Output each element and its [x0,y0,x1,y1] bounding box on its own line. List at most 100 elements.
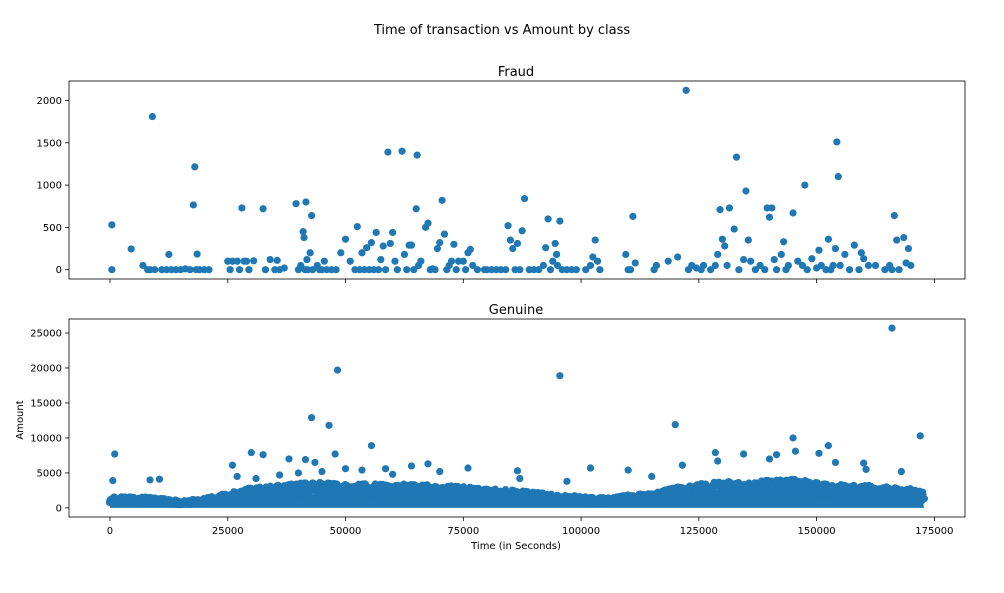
fraud-point [308,211,316,220]
fraud-point [850,241,858,249]
genuine-point [765,455,774,463]
genuine-xtick-label: 0 [107,526,113,537]
fraud-point [836,261,844,270]
genuine-point [381,465,390,473]
figure-suptitle: Time of transaction vs Amount by class [373,23,631,38]
fraud-ytick-label: 0 [56,265,62,276]
fraud-point [280,264,288,272]
genuine-point [772,451,781,459]
genuine-point [301,456,310,464]
genuine-ytick-label: 10000 [30,433,62,444]
fraud-point [593,257,602,265]
fraud-point [205,266,213,274]
fraud-point [299,228,307,236]
fraud-point [895,266,903,274]
genuine-y-axis-label: Amount [15,400,26,439]
genuine-point [252,474,260,483]
fraud-point [552,250,561,259]
fraud-point [572,266,580,274]
genuine-point [407,462,416,470]
genuine-points [105,324,929,509]
fraud-point [393,266,401,274]
genuine-point [367,442,376,450]
fraud-point [189,201,197,209]
fraud-point [462,266,470,274]
genuine-xtick-label: 25000 [212,526,244,537]
genuine-point [318,467,326,476]
genuine-point [815,449,823,457]
fraud-point [127,245,135,253]
genuine-point [233,472,241,481]
genuine-point [711,449,719,457]
fraud-points [108,86,915,274]
fraud-point [718,235,726,243]
fraud-point [436,239,444,247]
fraud-point [622,250,630,259]
genuine-point [888,324,896,332]
fraud-point [332,266,340,274]
fraud-point [815,246,823,254]
fraud-point [845,266,854,274]
fraud-point [833,138,841,146]
genuine-point [341,465,350,473]
fraud-point [108,221,116,229]
fraud-point [459,257,467,265]
fraud-point [233,257,241,265]
fraud-point [546,266,555,274]
fraud-point [438,196,446,204]
fraud-point [308,266,317,274]
fraud-point [544,215,552,223]
fraud-point [242,257,251,265]
fraud-point [553,261,562,270]
fraud-point [871,261,880,270]
fraud-point [261,266,270,274]
fraud-title: Fraud [498,65,534,80]
fraud-point [139,261,147,270]
fraud-point [770,255,778,264]
fraud-point [509,244,517,253]
fraud-x-axis [109,279,935,283]
fraud-point [551,239,559,248]
fraud-point [381,266,390,274]
fraud-point [789,209,797,217]
fraud-point [881,266,889,274]
genuine-point [897,467,906,476]
fraud-point [535,266,543,274]
fraud-axes-frame [68,80,966,280]
genuine-xtick-label: 75000 [447,526,479,537]
fraud-point [707,266,715,274]
fraud-point [794,257,802,265]
genuine-ytick-label: 15000 [30,398,62,409]
genuine-point [624,466,632,474]
fraud-point [424,219,432,227]
genuine-y-axis: 0 5000 10000 15000 20000 25000 [30,328,69,514]
fraud-point [341,235,350,243]
fraud-ytick-label: 1000 [37,181,62,192]
genuine-ytick-label: 5000 [37,468,62,479]
fraud-point [556,217,564,225]
fraud-point [904,244,913,253]
fraud-point [723,261,731,270]
fraud-point [506,236,515,244]
genuine-point [824,442,832,450]
fraud-point [674,253,682,261]
fraud-point [801,181,809,189]
fraud-point [768,204,776,212]
fraud-point [817,261,825,270]
fraud-point [266,255,274,264]
genuine-subplot: Genuine 0 5000 10000 15000 20000 25000 0 25000… [15,303,966,552]
fraud-point [730,225,738,233]
fraud-point [398,147,406,155]
fraud-point [747,257,755,265]
fraud-point [744,236,752,244]
fraud-point [238,204,246,212]
genuine-point [111,450,119,458]
genuine-point [813,479,821,487]
fraud-point [890,211,898,220]
genuine-point [556,372,564,380]
fraud-point [855,266,863,274]
fraud-point [440,230,449,238]
genuine-point [424,460,432,468]
genuine-point [436,467,444,476]
fraud-point [777,250,785,259]
